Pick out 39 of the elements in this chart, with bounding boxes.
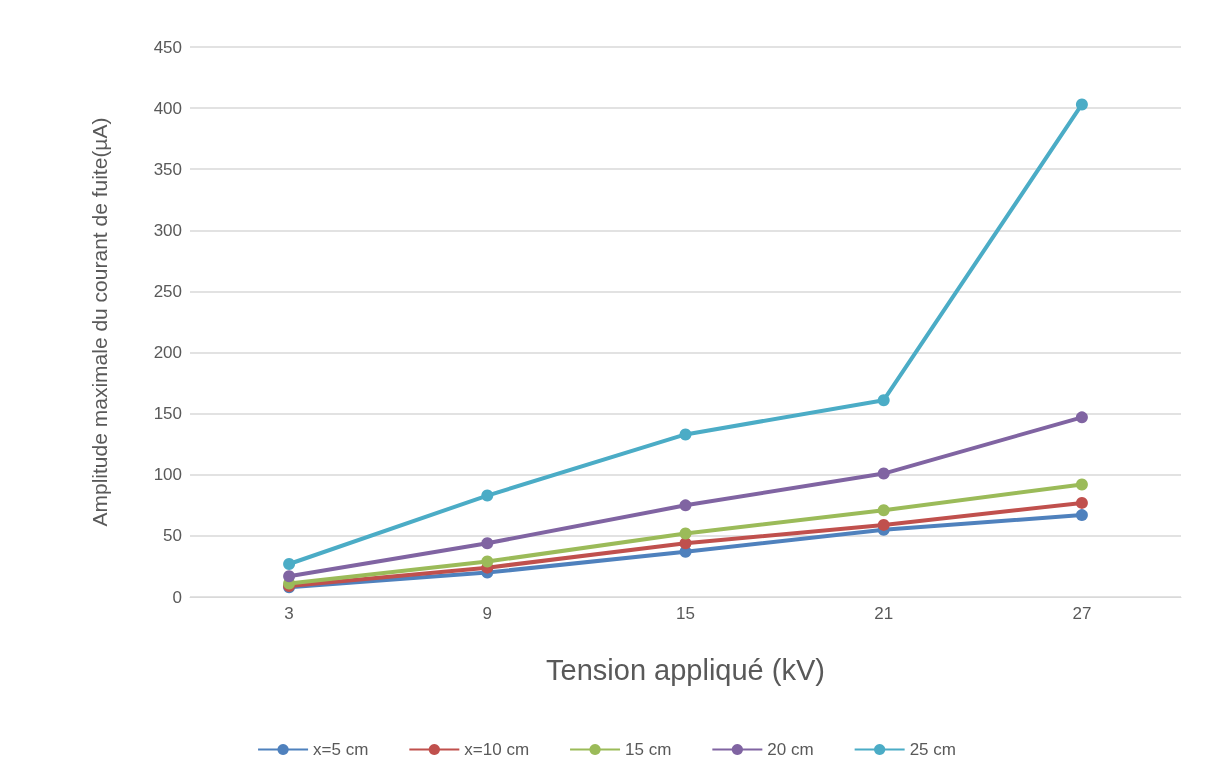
x-tick-label: 27 <box>1072 604 1092 623</box>
y-tick-label: 0 <box>172 587 182 607</box>
point <box>481 555 494 568</box>
point <box>283 558 296 570</box>
point <box>877 467 890 480</box>
point <box>877 394 890 407</box>
point <box>679 428 692 441</box>
y-tick-label: 450 <box>153 37 182 57</box>
y-tick-label: 50 <box>163 526 182 546</box>
legend-label: 15 cm <box>625 740 672 759</box>
point <box>679 499 692 512</box>
point <box>481 537 494 550</box>
point <box>679 527 692 540</box>
legend-label: 25 cm <box>909 740 956 759</box>
point <box>283 570 296 583</box>
x-axis-title: Tension appliqué (kV) <box>546 653 825 686</box>
y-tick-label: 150 <box>153 404 182 424</box>
y-tick-label: 350 <box>153 159 182 179</box>
point <box>877 518 890 531</box>
point <box>1075 496 1088 509</box>
y-axis-title: Amplitude maximale du courant de fuite(µA) <box>88 117 111 527</box>
point <box>1075 98 1088 111</box>
y-tick-label: 100 <box>153 465 182 485</box>
y-tick-label: 250 <box>153 281 182 301</box>
point <box>1075 411 1088 424</box>
legend-label: x=5 cm <box>313 740 369 759</box>
y-tick-label: 400 <box>153 98 182 118</box>
y-tick-label: 200 <box>153 343 182 363</box>
point <box>877 504 890 517</box>
x-tick-label: 15 <box>676 604 695 623</box>
legend-label: 20 cm <box>767 740 814 759</box>
legend-label: x=10 cm <box>464 740 530 759</box>
point <box>1075 478 1088 491</box>
point <box>1075 509 1088 522</box>
x-tick-label: 3 <box>284 604 294 623</box>
x-tick-label: 9 <box>482 604 493 623</box>
y-tick-label: 300 <box>153 220 182 240</box>
x-tick-label: 21 <box>874 604 894 623</box>
point <box>481 489 494 502</box>
